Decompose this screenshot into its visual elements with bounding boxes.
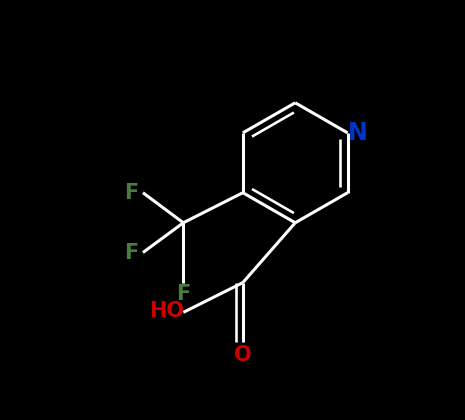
- Text: F: F: [125, 242, 139, 262]
- Text: N: N: [348, 121, 368, 145]
- Text: O: O: [234, 345, 252, 365]
- Text: F: F: [176, 284, 191, 304]
- Text: HO: HO: [149, 301, 184, 321]
- Text: F: F: [125, 183, 139, 203]
